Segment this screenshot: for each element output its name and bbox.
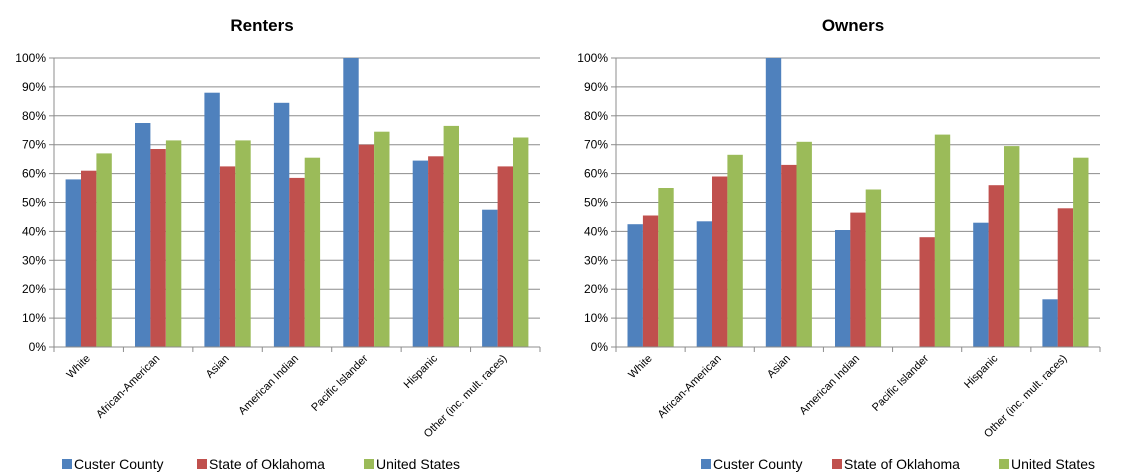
chart1-owners-bar-custer-county-african-american: [696, 221, 713, 347]
chart0-renters-bar-united-states-other-inc-mult-races: [513, 137, 529, 347]
chart0-renters-bar-united-states-pacific-islander: [374, 131, 390, 347]
chart1-owners-legend-swatch-custer-county: [701, 459, 711, 469]
chart1-owners-legend-swatch-united-states: [999, 459, 1009, 469]
chart1-owners-xtick-label: Pacific Islander: [870, 352, 931, 413]
chart1-owners-bar-united-states-african-american: [727, 154, 743, 347]
chart0-renters-xtick-label: Pacific Islander: [309, 352, 370, 413]
chart0-renters-xtick-label: Asian: [204, 353, 232, 381]
chart0-renters-ytick-label: 20%: [22, 282, 46, 296]
chart0-renters-ytick-label: 100%: [15, 51, 46, 65]
chart1-owners-title: Owners: [822, 16, 884, 35]
chart0-renters-xtick-label: White: [64, 353, 92, 381]
chart0-renters-bar-custer-county-other-inc-mult-races: [482, 209, 498, 347]
chart1-owners-ytick-label: 80%: [584, 109, 608, 123]
chart1-owners-legend-label-state-of-oklahoma: State of Oklahoma: [844, 456, 960, 472]
chart0-renters-legend-swatch-custer-county: [62, 459, 72, 469]
chart0-renters-bar-state-of-oklahoma-american-indian: [289, 177, 305, 347]
chart1-owners-bar-state-of-oklahoma-hispanic: [988, 185, 1004, 347]
chart1-owners-ytick-label: 40%: [584, 224, 608, 238]
chart0-renters-bar-state-of-oklahoma-asian: [219, 166, 236, 347]
chart0-renters-bar-state-of-oklahoma-african-american: [150, 149, 166, 347]
chart1-owners-ytick-label: 50%: [584, 196, 608, 210]
chart1-owners-bar-state-of-oklahoma-pacific-islander: [919, 237, 935, 347]
chart0-renters-bar-united-states-hispanic: [443, 125, 459, 348]
chart0-renters-bar-united-states-white: [96, 153, 112, 347]
chart1-owners-xtick-label: African-American: [656, 353, 724, 421]
chart0-renters-ytick-label: 70%: [22, 138, 46, 152]
chart1-owners-ytick-label: 0%: [591, 340, 609, 354]
chart1-owners-bar-custer-county-asian: [765, 58, 782, 347]
chart1-owners-bar-custer-county-american-indian: [835, 230, 851, 347]
chart0-renters-bar-united-states-african-american: [165, 140, 182, 347]
chart0-renters-bar-state-of-oklahoma-hispanic: [428, 156, 444, 347]
chart0-renters-xtick-label: Hispanic: [402, 352, 441, 391]
chart0-renters-bar-custer-county-hispanic: [412, 160, 429, 347]
chart1-owners-bar-united-states-asian: [796, 141, 812, 347]
chart0-renters-bar-united-states-american-indian: [304, 157, 321, 347]
chart0-renters-bar-custer-county-white: [65, 179, 81, 347]
chart1-owners-ytick-label: 20%: [584, 282, 608, 296]
chart0-renters-ytick-label: 60%: [22, 167, 46, 181]
chart0-renters-xtick-label: African-American: [94, 353, 162, 421]
chart1-owners-ytick-label: 70%: [584, 138, 608, 152]
chart0-renters-bar-state-of-oklahoma-other-inc-mult-races: [497, 166, 513, 347]
chart0-renters-ytick-label: 10%: [22, 311, 46, 325]
chart1-owners-bar-united-states-hispanic: [1004, 146, 1020, 347]
chart1-owners-legend-swatch-state-of-oklahoma: [832, 459, 842, 469]
chart1-owners-bar-state-of-oklahoma-other-inc-mult-races: [1057, 208, 1074, 347]
chart1-owners-bar-custer-county-white: [627, 224, 643, 347]
chart1-owners-xtick-label: Hispanic: [962, 352, 1001, 391]
chart0-renters-bar-custer-county-asian: [204, 92, 220, 347]
chart0-renters-xtick-label: American Indian: [236, 353, 301, 418]
chart1-owners-legend-label-united-states: United States: [1011, 456, 1095, 472]
chart0-renters-ytick-label: 80%: [22, 109, 46, 123]
chart1-owners-bar-state-of-oklahoma-african-american: [712, 176, 728, 347]
chart0-renters-legend-label-state-of-oklahoma: State of Oklahoma: [209, 456, 325, 472]
chart0-renters-ytick-label: 30%: [22, 253, 46, 267]
chart1-owners-bar-united-states-american-indian: [865, 189, 882, 347]
chart0-renters-legend-label-custer-county: Custer County: [74, 456, 163, 472]
chart0-renters-bar-custer-county-american-indian: [273, 102, 290, 347]
chart0-renters-ytick-label: 90%: [22, 80, 46, 94]
chart0-renters-bar-state-of-oklahoma-pacific-islander: [358, 144, 375, 347]
chart1-owners-ytick-label: 90%: [584, 80, 608, 94]
chart1-owners-ytick-label: 10%: [584, 311, 608, 325]
chart1-owners-bar-united-states-pacific-islander: [934, 134, 951, 347]
chart1-owners-bar-united-states-other-inc-mult-races: [1073, 157, 1089, 347]
chart0-renters-ytick-label: 0%: [29, 340, 47, 354]
chart0-renters-bar-united-states-asian: [235, 140, 251, 347]
chart1-owners-legend-label-custer-county: Custer County: [713, 456, 802, 472]
chart1-owners-bar-custer-county-hispanic: [973, 222, 989, 347]
chart1-owners-bar-state-of-oklahoma-white: [642, 215, 659, 347]
chart1-owners-bar-custer-county-other-inc-mult-races: [1042, 299, 1058, 347]
chart1-owners-bar-state-of-oklahoma-asian: [781, 164, 797, 347]
owners-chart: Owners 0% 10% 20% 30% 40% 50% 60% 70% 80% 90% 100% W…: [577, 16, 1101, 472]
chart1-owners-bar-state-of-oklahoma-american-indian: [850, 212, 866, 347]
renters-chart: Renters 0% 10% 20% 30% 40% 50% 60% 70% 80% 90% 100%…: [15, 16, 541, 472]
chart1-owners-bar-united-states-white: [658, 188, 674, 347]
chart0-renters-ytick-label: 50%: [22, 196, 46, 210]
chart1-owners-xtick-label: American Indian: [797, 353, 862, 418]
chart0-renters-legend-label-united-states: United States: [376, 456, 460, 472]
chart0-renters-legend-swatch-state-of-oklahoma: [197, 459, 207, 469]
chart1-owners-xtick-label: White: [626, 353, 654, 381]
chart0-renters-bar-custer-county-african-american: [135, 123, 151, 347]
chart1-owners-ytick-label: 60%: [584, 167, 608, 181]
chart0-renters-title: Renters: [230, 16, 293, 35]
chart1-owners-ytick-label: 30%: [584, 253, 608, 267]
chart0-renters-legend-swatch-united-states: [364, 459, 374, 469]
chart0-renters-ytick-label: 40%: [22, 224, 46, 238]
chart0-renters-bar-state-of-oklahoma-white: [81, 170, 97, 347]
chart1-owners-xtick-label: Asian: [765, 353, 793, 381]
chart1-owners-ytick-label: 100%: [577, 51, 608, 65]
chart0-renters-bar-custer-county-pacific-islander: [343, 58, 359, 347]
